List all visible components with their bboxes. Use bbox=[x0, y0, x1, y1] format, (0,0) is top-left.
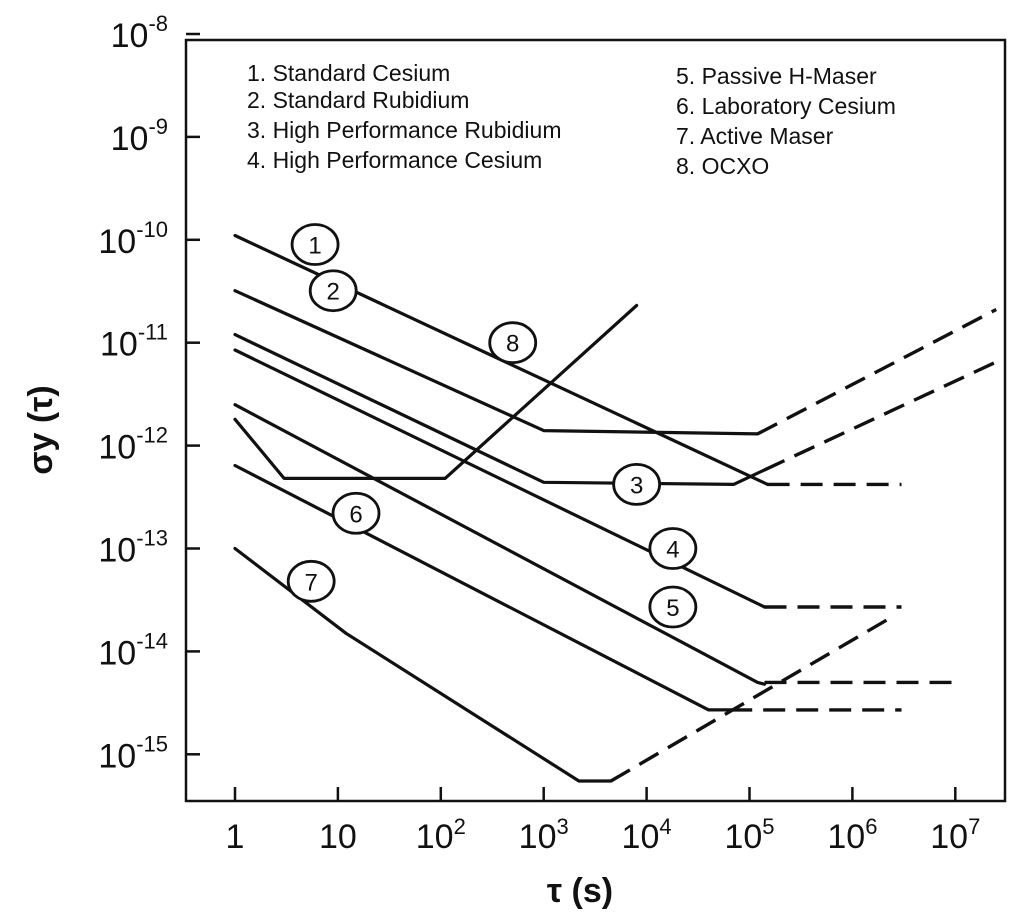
x-tick-label: 105 bbox=[724, 814, 774, 856]
series-markers: 12 3 4 5 6 7 8 bbox=[286, 223, 698, 629]
series-1-marker: 1 bbox=[290, 223, 340, 266]
svg-text:7: 7 bbox=[305, 569, 318, 596]
legend-entry-6: 6. Laboratory Cesium bbox=[676, 93, 896, 119]
series-8-line bbox=[233, 303, 639, 480]
series-6-marker: 6 bbox=[331, 491, 381, 535]
series-7-extrapolation bbox=[610, 614, 895, 783]
series-5-line bbox=[233, 403, 767, 686]
legend-entry-3: 3. High Performance Rubidium bbox=[247, 117, 561, 143]
y-tick-label: 10-9 bbox=[111, 114, 168, 158]
legend-entry-7: 7. Active Maser bbox=[676, 123, 834, 149]
y-tick-label: 10-13 bbox=[98, 526, 168, 570]
y-tick-label: 10-14 bbox=[98, 628, 168, 672]
svg-text:3: 3 bbox=[630, 472, 643, 499]
svg-text:8: 8 bbox=[506, 331, 519, 358]
x-tick-label: 107 bbox=[930, 814, 980, 856]
y-tick-label: 10-8 bbox=[111, 11, 168, 55]
legend: 1. Standard Cesium 2. Standard Rubidium … bbox=[247, 60, 896, 179]
legend-entry-8: 8. OCXO bbox=[676, 153, 769, 179]
series-4-marker: 4 bbox=[648, 527, 698, 570]
series-3-extrapolation bbox=[763, 360, 997, 472]
legend-entry-4: 4. High Performance Cesium bbox=[247, 147, 542, 173]
svg-text:6: 6 bbox=[349, 501, 362, 528]
y-tick-label: 10-10 bbox=[98, 217, 168, 261]
legend-entry-1: 1. Standard Cesium bbox=[247, 60, 450, 86]
y-tick-label: 10-12 bbox=[98, 423, 168, 467]
series-5-marker: 5 bbox=[648, 585, 698, 629]
legend-entry-2: 2. Standard Rubidium bbox=[247, 87, 469, 113]
svg-text:4: 4 bbox=[666, 537, 679, 564]
series-2-line bbox=[233, 289, 760, 436]
series-2-marker: 2 bbox=[308, 269, 358, 313]
y-tick-label: 10-11 bbox=[100, 320, 168, 364]
svg-text:2: 2 bbox=[327, 279, 340, 306]
svg-text:σy (τ): σy (τ) bbox=[22, 385, 60, 474]
series-3-marker: 3 bbox=[612, 462, 662, 506]
x-axis-ticks: 1 10 102 103 104 105 106 107 bbox=[226, 787, 980, 856]
x-tick-label: 10 bbox=[319, 818, 357, 856]
x-tick-label: 104 bbox=[622, 814, 672, 856]
svg-text:1: 1 bbox=[308, 233, 321, 260]
x-tick-label: 102 bbox=[416, 814, 466, 856]
series-6-line bbox=[233, 463, 732, 712]
series-2-extrapolation bbox=[756, 307, 997, 436]
plot-frame bbox=[184, 38, 1007, 803]
x-tick-label: 103 bbox=[519, 814, 569, 856]
legend-entry-5: 5. Passive H-Maser bbox=[676, 63, 877, 89]
x-tick-label: 1 bbox=[226, 818, 245, 856]
x-tick-label: 106 bbox=[827, 814, 877, 856]
svg-text:5: 5 bbox=[666, 595, 679, 622]
series-7-marker: 7 bbox=[286, 559, 336, 603]
y-axis-label: σy (τ) bbox=[22, 385, 60, 474]
y-tick-label: 10-15 bbox=[98, 731, 168, 775]
series-8-marker: 8 bbox=[488, 321, 538, 365]
x-axis-label: τ (s) bbox=[547, 872, 613, 910]
